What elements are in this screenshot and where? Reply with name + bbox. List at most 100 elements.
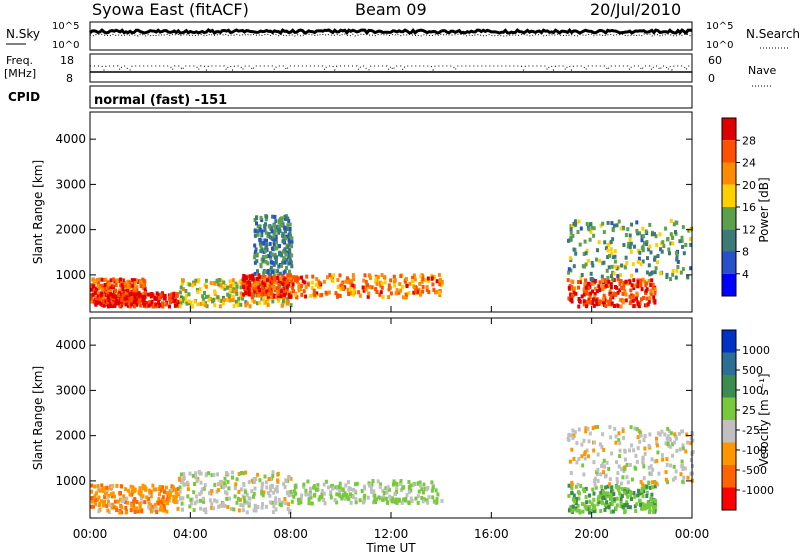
data-cell xyxy=(590,225,594,230)
data-cell xyxy=(97,495,101,500)
data-cell xyxy=(248,292,251,297)
data-cell xyxy=(650,457,654,462)
data-cell xyxy=(202,297,206,302)
data-cell xyxy=(647,481,651,486)
data-cell xyxy=(332,273,336,278)
data-cell xyxy=(373,496,377,501)
data-cell xyxy=(247,503,251,508)
data-cell xyxy=(349,291,353,296)
data-cell xyxy=(206,294,210,299)
data-cell xyxy=(237,296,241,301)
data-cell xyxy=(307,497,311,502)
data-cell xyxy=(636,302,640,307)
data-cell xyxy=(640,287,644,292)
data-cell xyxy=(422,482,426,487)
data-cell xyxy=(181,496,185,501)
data-cell xyxy=(142,298,146,303)
data-cell xyxy=(654,234,658,239)
data-cell xyxy=(405,284,409,288)
data-cell xyxy=(593,295,597,300)
data-cell xyxy=(575,508,579,513)
data-cell xyxy=(201,294,205,299)
data-cell xyxy=(282,270,286,275)
data-cell xyxy=(608,477,612,482)
data-cell xyxy=(611,277,615,282)
data-cell xyxy=(633,465,637,470)
data-cell xyxy=(427,495,431,500)
data-cell xyxy=(343,496,347,501)
data-cell xyxy=(623,503,627,508)
data-cell xyxy=(168,489,172,494)
y-tick-label: 3000 xyxy=(55,383,86,397)
data-cell xyxy=(640,486,644,491)
data-cell xyxy=(586,454,590,459)
data-cell xyxy=(645,242,648,247)
data-cell xyxy=(251,277,255,282)
data-cell xyxy=(675,268,679,273)
data-cell xyxy=(617,219,621,224)
data-cell xyxy=(253,479,257,484)
data-cell xyxy=(171,485,175,490)
data-cell xyxy=(199,490,203,495)
data-cell xyxy=(618,281,622,286)
data-cell xyxy=(96,284,100,289)
data-cell xyxy=(669,444,673,449)
nave-tick-low: 0 xyxy=(708,72,715,85)
data-cell xyxy=(632,286,636,291)
colorbar-tick-label: -500 xyxy=(742,464,767,477)
data-cell xyxy=(298,498,302,503)
data-cell xyxy=(132,304,136,309)
data-cell xyxy=(126,285,130,290)
data-cell xyxy=(349,283,353,288)
data-cell xyxy=(668,251,671,256)
data-cell xyxy=(572,264,576,269)
data-cell xyxy=(370,482,374,487)
nsky-tick-low: 10^0 xyxy=(52,40,79,51)
data-cell xyxy=(572,247,576,252)
data-cell xyxy=(234,281,238,286)
data-cell xyxy=(274,500,278,505)
data-cell xyxy=(142,294,146,299)
data-cell xyxy=(268,241,272,246)
data-cell xyxy=(569,230,573,235)
data-cell xyxy=(649,496,653,501)
data-cell xyxy=(576,503,580,508)
data-cell xyxy=(643,503,647,508)
data-cell xyxy=(623,486,627,491)
data-cell xyxy=(216,295,220,300)
data-cell xyxy=(322,498,326,502)
data-cell xyxy=(578,242,582,247)
data-cell xyxy=(427,290,431,295)
data-cell xyxy=(280,253,284,258)
data-cell xyxy=(233,486,237,491)
data-cell xyxy=(290,244,294,249)
data-cell xyxy=(106,496,110,501)
data-cell xyxy=(104,277,108,282)
data-cell xyxy=(267,288,271,292)
data-cell xyxy=(289,276,293,281)
data-cell xyxy=(292,275,296,280)
data-cell xyxy=(681,446,685,451)
data-cell xyxy=(411,482,415,487)
data-cell xyxy=(252,299,256,304)
data-cell xyxy=(618,448,622,453)
data-cell xyxy=(640,489,644,493)
data-cell xyxy=(257,293,261,298)
data-cell xyxy=(256,472,260,477)
data-cell xyxy=(639,280,643,285)
data-cell xyxy=(223,476,227,481)
data-cell xyxy=(616,485,620,490)
data-cell xyxy=(608,253,611,258)
data-cell xyxy=(255,216,258,220)
data-cell xyxy=(655,436,658,441)
data-cell xyxy=(312,484,316,489)
data-cell xyxy=(378,484,382,489)
data-cell xyxy=(265,291,268,296)
data-cell xyxy=(580,273,584,277)
data-cell xyxy=(391,482,395,487)
data-cell xyxy=(300,493,304,498)
data-cell xyxy=(207,297,211,302)
data-cell xyxy=(183,482,187,487)
data-cell xyxy=(260,247,264,252)
data-cell xyxy=(666,439,670,444)
